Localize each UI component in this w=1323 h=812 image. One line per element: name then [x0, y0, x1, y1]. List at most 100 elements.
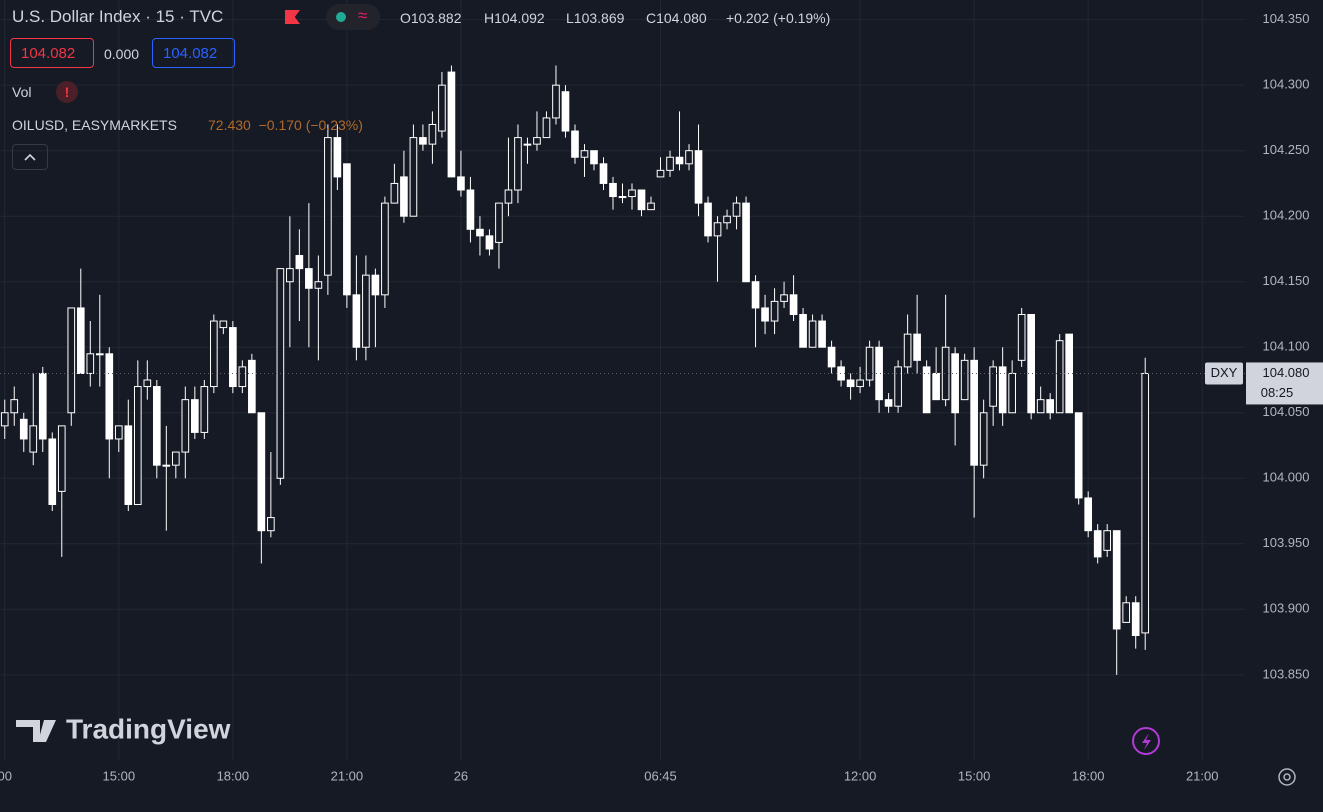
x-tick-label: 06:45 — [644, 768, 677, 783]
candle-body — [542, 117, 551, 139]
candle-body — [751, 281, 760, 309]
candle-body — [324, 137, 332, 276]
candle-body — [514, 137, 522, 191]
candle-body — [932, 372, 940, 401]
candle-body — [1112, 530, 1121, 630]
x-tick-label: 21:00 — [331, 768, 364, 783]
compare-symbol[interactable]: OILUSD, EASYMARKETS — [12, 117, 177, 133]
candle-body — [362, 274, 370, 348]
candle-body — [742, 202, 750, 283]
candle-body — [846, 379, 855, 388]
y-tick-label: 104.000 — [1263, 470, 1310, 485]
candle-body — [628, 189, 636, 198]
candle-body — [248, 359, 256, 414]
ohlc-close: C104.080 — [646, 10, 707, 26]
candle-body — [476, 228, 484, 237]
x-tick-label: 18:00 — [217, 768, 250, 783]
volume-label[interactable]: Vol — [12, 84, 32, 100]
candle-body — [428, 123, 437, 145]
y-tick-label: 104.050 — [1263, 404, 1310, 419]
x-tick-label: 15:00 — [958, 768, 991, 783]
candle-body — [257, 412, 266, 532]
candle-body — [561, 91, 570, 132]
candle-body — [903, 333, 912, 368]
candle-body — [1074, 412, 1083, 499]
candle-body — [152, 386, 161, 466]
candle-body — [913, 333, 921, 361]
candle-body — [76, 307, 85, 374]
candle-body — [457, 176, 465, 191]
candle-body — [162, 464, 171, 467]
candle-body — [48, 438, 57, 505]
buy-button[interactable]: 104.082 — [152, 38, 235, 68]
candle-body — [305, 268, 313, 289]
candle-body — [837, 366, 845, 381]
alert-icon[interactable] — [1132, 727, 1160, 755]
candle-body — [713, 222, 722, 237]
candle-body — [38, 372, 47, 440]
candle-body — [922, 366, 931, 414]
symbol-tag-label: DXY — [1211, 365, 1238, 380]
ohlc-high: H104.092 — [484, 10, 545, 26]
candle-body — [10, 399, 19, 414]
candle-body — [171, 451, 180, 466]
candle-body — [181, 399, 190, 453]
candle-body — [875, 346, 883, 401]
candle-body — [419, 137, 427, 145]
candle-body — [770, 300, 779, 322]
chevron — [24, 153, 36, 161]
candle-body — [133, 386, 142, 505]
ohlc-low: L103.869 — [566, 10, 625, 26]
x-tick-label: 21:00 — [1186, 768, 1219, 783]
candle-body — [238, 366, 247, 388]
sell-button[interactable]: 104.082 — [10, 38, 94, 68]
settings-icon[interactable] — [1278, 768, 1296, 786]
candle-body — [371, 274, 380, 296]
y-tick-label: 104.150 — [1263, 273, 1310, 288]
candle-body — [675, 156, 684, 165]
candle-body — [818, 320, 826, 348]
candle-body — [590, 150, 598, 165]
candle-body — [1131, 602, 1140, 637]
y-tick-label: 104.250 — [1263, 142, 1310, 157]
candle-body — [1017, 313, 1026, 361]
spread: 0.000 — [104, 46, 140, 62]
candle-body — [884, 399, 893, 407]
x-tick-label: 18:00 — [1072, 768, 1105, 783]
candle-body — [400, 176, 408, 217]
candle-body — [1122, 602, 1131, 623]
candle-body — [95, 353, 104, 356]
symbol-tag — [1205, 362, 1243, 385]
candle-body — [333, 137, 342, 178]
candle-body — [314, 281, 323, 289]
status-pill[interactable] — [326, 4, 380, 30]
candle-body — [580, 150, 589, 158]
candle-body — [495, 202, 503, 243]
collapse-button[interactable] — [12, 144, 48, 170]
axes: 103.850 103.900 103.950 104.000 104.050 104.1… — [0, 11, 1323, 783]
countdown-label: 08:25 — [1261, 385, 1294, 400]
price-tag — [1246, 362, 1323, 405]
candle-body — [19, 418, 28, 440]
candle-body — [229, 327, 237, 388]
symbol-title[interactable]: U.S. Dollar Index · 15 · TVC — [12, 7, 224, 26]
candle-body — [552, 84, 560, 119]
y-tick-label: 103.950 — [1263, 535, 1310, 550]
candle-body — [599, 163, 608, 184]
candle-body — [989, 366, 997, 407]
candle-body — [523, 143, 532, 146]
candle-body — [267, 517, 275, 532]
candle-body — [1103, 530, 1112, 551]
volume-alert[interactable]: ! — [56, 81, 78, 103]
candle-body — [1093, 530, 1102, 558]
candle-body — [998, 366, 1007, 414]
x-tick-label: 12:00 — [844, 768, 877, 783]
candle-body — [114, 425, 123, 440]
candle-body — [447, 71, 456, 178]
market-flag — [285, 10, 300, 24]
candle-body — [57, 425, 66, 492]
candle-body — [618, 196, 627, 199]
candle-body — [105, 353, 114, 440]
